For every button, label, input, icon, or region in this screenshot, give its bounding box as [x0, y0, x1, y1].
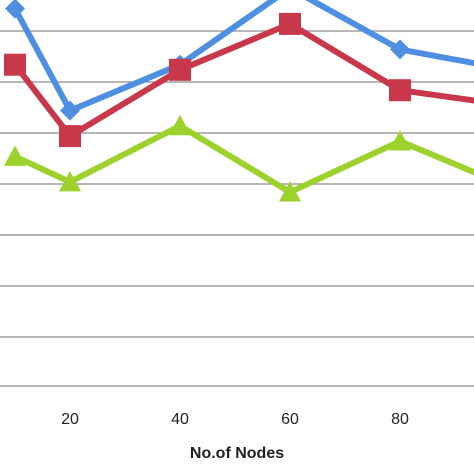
- x-tick-label-60: 60: [281, 411, 299, 428]
- x-axis-title: No.of Nodes: [190, 445, 284, 462]
- x-tick-label-80: 80: [391, 411, 409, 428]
- x-tick-label-40: 40: [171, 411, 189, 428]
- series-line-diamond: [12, 0, 474, 114]
- series-triangle-point-20: [59, 171, 81, 192]
- series-line-square: [12, 20, 474, 140]
- series-square-point-40: [169, 58, 191, 81]
- series-triangle: [4, 114, 474, 202]
- series-square-point-60: [279, 12, 301, 35]
- series-square-point-20: [59, 125, 81, 148]
- series-diamond-point-20: [60, 100, 80, 121]
- series-square-point-80: [389, 79, 411, 102]
- series-triangle-point-80: [389, 130, 411, 151]
- series-diamond: [5, 0, 474, 121]
- series-triangle-point-10: [4, 145, 26, 166]
- series-layer: [4, 0, 474, 202]
- series-line-triangle: [13, 122, 474, 196]
- series-square: [4, 12, 474, 148]
- x-tick-labels: 20 40 60 80: [61, 411, 409, 428]
- series-triangle-point-60: [279, 181, 301, 202]
- series-diamond-point-80: [390, 39, 410, 60]
- series-triangle-point-40: [169, 114, 191, 136]
- x-tick-label-20: 20: [61, 411, 79, 428]
- series-square-point-10: [4, 53, 26, 76]
- series-diamond-point-10: [5, 0, 25, 19]
